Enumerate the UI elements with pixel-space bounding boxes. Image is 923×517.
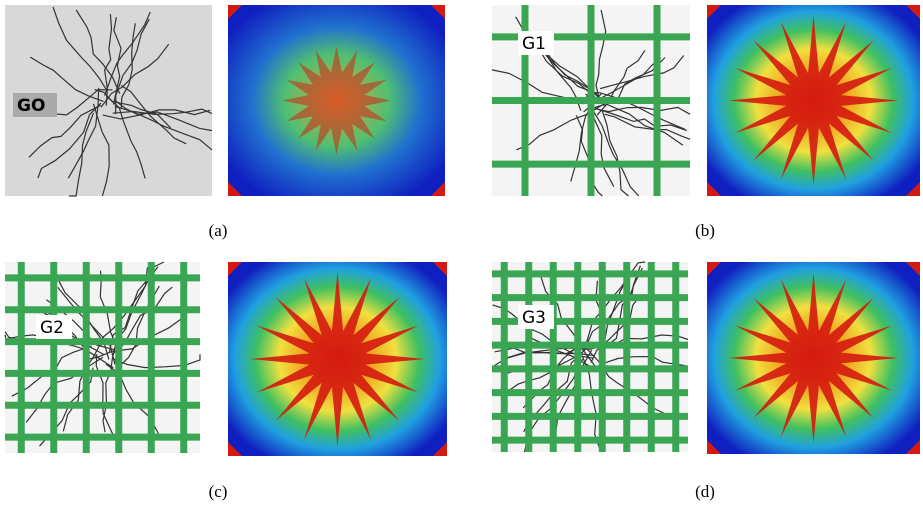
crack	[67, 87, 100, 179]
crack	[102, 344, 117, 433]
crack	[120, 85, 187, 145]
crack	[594, 107, 687, 132]
corner	[228, 442, 242, 456]
crack	[104, 11, 151, 96]
caption: (d)	[695, 482, 715, 501]
crack	[112, 108, 213, 116]
crack	[28, 104, 101, 158]
crack	[114, 99, 213, 132]
crack	[52, 6, 108, 91]
crack	[29, 56, 104, 103]
corner	[707, 182, 721, 196]
label-box	[36, 315, 72, 339]
caption: (c)	[209, 482, 228, 501]
corner	[906, 5, 920, 19]
corner	[228, 262, 242, 276]
crack	[112, 354, 201, 369]
crack	[35, 306, 114, 369]
crack	[37, 102, 102, 179]
corner	[228, 5, 242, 19]
caption: (b)	[695, 221, 715, 240]
damage-star	[728, 272, 899, 444]
crack	[62, 344, 101, 432]
photo-label: G3	[522, 308, 546, 328]
crack	[603, 265, 641, 349]
crack	[590, 296, 640, 363]
crack	[603, 261, 646, 346]
crack	[102, 109, 211, 120]
photo-label: G2	[40, 318, 64, 338]
photo-label: G1	[522, 34, 546, 54]
corner	[228, 182, 242, 196]
crack	[100, 43, 170, 108]
crack	[94, 89, 172, 129]
corner	[906, 182, 920, 196]
corner	[906, 440, 920, 454]
corner	[707, 440, 721, 454]
crack	[75, 9, 121, 94]
corner	[707, 5, 721, 19]
crack	[103, 14, 113, 106]
damage-star	[249, 271, 426, 447]
crack	[601, 109, 629, 197]
label-box	[518, 31, 554, 55]
crack	[115, 18, 150, 115]
corner	[433, 442, 447, 456]
crack	[120, 23, 136, 109]
damage-star	[282, 46, 391, 155]
crack	[597, 106, 691, 115]
corner	[906, 262, 920, 276]
corner	[431, 5, 445, 19]
corner	[431, 182, 445, 196]
corner	[707, 262, 721, 276]
caption: (a)	[209, 221, 228, 240]
label-box	[13, 93, 57, 117]
crack	[69, 112, 95, 197]
label-box	[518, 305, 554, 329]
crack	[595, 9, 607, 104]
crack	[112, 16, 122, 105]
crack	[590, 91, 686, 130]
damage-star	[728, 15, 899, 186]
crack	[599, 55, 685, 90]
crack	[108, 97, 146, 179]
corner	[433, 262, 447, 276]
crack	[591, 108, 640, 197]
photo-label: GO	[17, 96, 45, 116]
crack	[92, 103, 110, 197]
